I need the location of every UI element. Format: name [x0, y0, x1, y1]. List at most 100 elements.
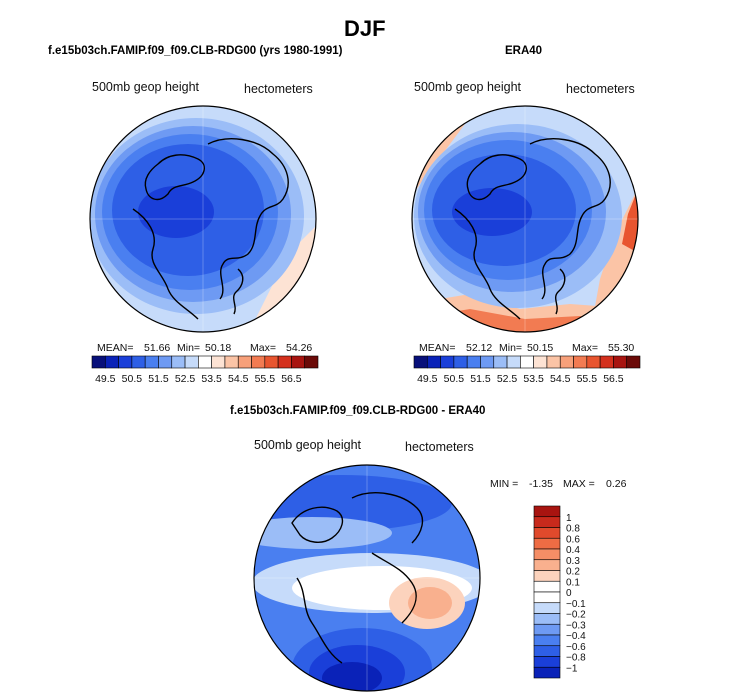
colorbar-swatch	[493, 355, 508, 369]
colorbar-tick-label: 54.5	[550, 373, 571, 385]
colorbar-swatch	[533, 570, 561, 582]
panel-1-min-label: Min=	[177, 342, 201, 354]
colorbar-tick-label: −0.8	[566, 653, 586, 664]
colorbar-swatch	[599, 355, 614, 369]
panel-3-min-label: MIN =	[490, 478, 519, 490]
panel-2-min-value: 50.15	[527, 342, 554, 354]
colorbar-tick-label: 1	[566, 513, 572, 524]
panel-2-coastline-japan	[555, 268, 566, 315]
panel-3-coastline-west	[296, 577, 343, 664]
panel-1-title: f.e15b03ch.FAMIP.f09_f09.CLB-RDG00 (yrs …	[48, 45, 343, 57]
panel-2-mean-label: MEAN=	[419, 342, 456, 354]
panel-3-max-value: 0.26	[606, 478, 627, 490]
colorbar-swatch	[533, 548, 561, 561]
colorbar-swatch	[533, 505, 561, 518]
panel-3-max-label: MAX =	[563, 478, 595, 490]
colorbar-swatch	[118, 355, 133, 369]
colorbar-tick-label: 56.5	[281, 373, 302, 385]
colorbar-tick-label: 55.5	[577, 373, 598, 385]
panel-1-map-border	[89, 105, 317, 333]
panel-3-title: f.e15b03ch.FAMIP.f09_f09.CLB-RDG00 - ERA…	[230, 405, 486, 417]
colorbar-tick-label: 0.6	[566, 534, 580, 545]
colorbar-tick-label: 0.4	[566, 545, 580, 556]
panel-3-negative-inner	[322, 662, 382, 691]
panel-3-grid-lines	[254, 465, 480, 691]
panel-1-warm-patch-se-inner	[300, 279, 316, 332]
colorbar-swatch	[224, 355, 239, 369]
colorbar-tick-label: 0.1	[566, 577, 580, 588]
colorbar-swatch	[533, 645, 561, 657]
colorbar-tick-label: 55.5	[255, 373, 276, 385]
panel-1-coastline-greenland	[144, 154, 205, 201]
panel-2-coastline-america	[454, 208, 521, 320]
colorbar-tick-label: 50.5	[122, 373, 143, 385]
panel-3-left-label: 500mb geop height	[254, 438, 362, 452]
colorbar-tick-label: 0.8	[566, 524, 580, 535]
panel-2-mean-value: 52.12	[466, 342, 493, 354]
panel-2-max-value: 55.30	[608, 342, 635, 354]
panel-1-max-value: 54.26	[286, 342, 313, 354]
colorbar-swatch	[533, 602, 561, 614]
colorbar-swatch	[251, 355, 266, 369]
colorbar-swatch	[533, 559, 561, 571]
panel-2-coastline-eurasia	[529, 138, 611, 300]
colorbar-swatch	[506, 355, 521, 369]
colorbar-tick-label: −0.4	[566, 631, 586, 642]
colorbar-swatch	[104, 355, 119, 369]
colorbar-tick-label: 52.5	[175, 373, 196, 385]
colorbar-swatch	[304, 355, 319, 369]
colorbar-swatch	[533, 666, 561, 679]
colorbar-swatch	[533, 613, 561, 625]
panel-2-grid-lines	[412, 106, 638, 332]
panel-3-north-light-band	[254, 517, 392, 549]
colorbar-tick-label: 53.5	[523, 373, 544, 385]
panel-2-map-border	[411, 105, 639, 333]
colorbar-swatch	[533, 537, 561, 550]
colorbar-tick-label: 50.5	[444, 373, 465, 385]
colorbar-swatch	[480, 355, 495, 369]
panel-1-grid-lines	[90, 106, 316, 332]
panel-3-coastline-east	[371, 552, 417, 624]
panel-2-band-6	[452, 188, 532, 236]
colorbar-tick-label: 0.3	[566, 556, 580, 567]
panel-3-polar-map	[253, 464, 481, 692]
panel-3-colorbar: 10.80.60.40.30.20.10−0.1−0.2−0.3−0.4−0.6…	[533, 505, 586, 679]
colorbar-swatch	[533, 591, 561, 604]
panel-1-min-value: 50.18	[205, 342, 232, 354]
colorbar-tick-label: −0.6	[566, 642, 586, 653]
colorbar-swatch	[131, 355, 146, 369]
panel-1-coastline-eurasia	[207, 138, 289, 300]
colorbar-swatch	[158, 355, 173, 369]
colorbar-swatch	[211, 355, 226, 369]
colorbar-swatch	[264, 355, 279, 369]
colorbar-swatch	[91, 355, 106, 369]
colorbar-swatch	[533, 355, 548, 369]
colorbar-swatch	[277, 355, 292, 369]
colorbar-tick-label: 0.2	[566, 567, 580, 578]
colorbar-swatch	[171, 355, 186, 369]
colorbar-swatch	[546, 355, 561, 369]
panel-3-right-label: hectometers	[405, 440, 474, 454]
panel-1-polar-map	[89, 105, 317, 333]
colorbar-tick-label: −0.3	[566, 620, 586, 631]
colorbar-swatch	[291, 355, 306, 369]
colorbar-swatch	[184, 355, 199, 369]
colorbar-swatch	[237, 355, 252, 369]
colorbar-tick-label: 0	[566, 588, 572, 599]
colorbar-tick-label: 52.5	[497, 373, 518, 385]
colorbar-tick-label: 49.5	[417, 373, 438, 385]
colorbar-tick-label: 49.5	[95, 373, 116, 385]
colorbar-swatch	[533, 516, 561, 528]
panel-2-max-label: Max=	[572, 342, 598, 354]
panel-3-map-border	[253, 464, 481, 692]
colorbar-swatch	[466, 355, 481, 369]
colorbar-swatch	[520, 355, 534, 369]
colorbar-tick-label: −1	[566, 663, 578, 674]
panel-2-colorbar: 49.5 50.5 51.5 52.5 53.5 54.5 55.5 56.5	[413, 355, 641, 385]
colorbar-swatch	[426, 355, 441, 369]
panel-1-max-label: Max=	[250, 342, 276, 354]
panel-2-title: ERA40	[505, 45, 543, 57]
panel-3-min-value: -1.35	[529, 478, 553, 490]
colorbar-swatch	[626, 355, 641, 369]
panel-1-mean-value: 51.66	[144, 342, 171, 354]
